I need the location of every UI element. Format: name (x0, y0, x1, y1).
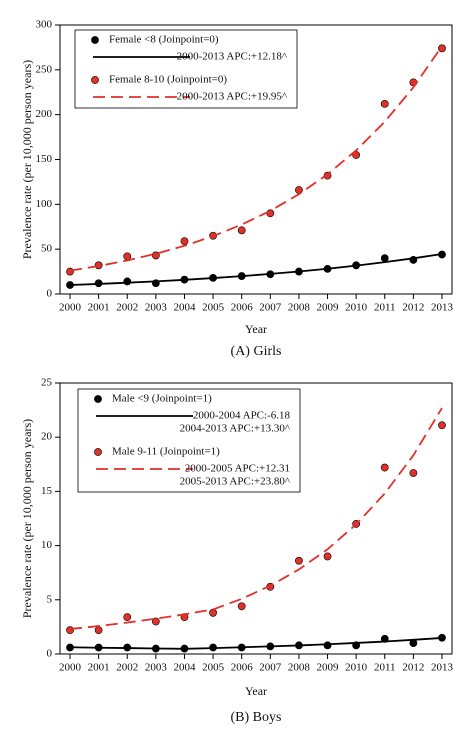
y-tick-label: 20 (41, 431, 53, 443)
data-point (323, 552, 332, 561)
y-tick-label: 150 (36, 153, 53, 165)
legend-marker (94, 448, 102, 456)
caption: (A) Girls (231, 344, 282, 359)
y-tick-label: 300 (36, 19, 53, 31)
y-tick-label: 250 (36, 63, 53, 75)
x-tick-label: 2009 (317, 662, 340, 674)
x-tick-label: 2007 (259, 662, 282, 674)
x-tick-label: 2013 (431, 662, 454, 674)
y-tick-label: 0 (47, 648, 53, 660)
data-point (66, 267, 74, 276)
data-point (123, 277, 132, 286)
legend-label: Male 9-11 (Joinpoint=1) (112, 446, 220, 458)
legend-label: 2005-2013 APC:+23.80^ (180, 476, 291, 488)
data-point (409, 469, 418, 477)
y-axis-label: Prevalence rate (per 10,000 person years… (20, 419, 34, 618)
x-tick-label: 2010 (345, 302, 368, 314)
y-tick-label: 5 (47, 593, 53, 605)
x-tick-label: 2005 (202, 662, 225, 674)
legend-label: Male <9 (Joinpoint=1) (112, 393, 212, 405)
data-point (266, 209, 275, 218)
x-tick-label: 2008 (288, 302, 311, 314)
data-point (66, 626, 74, 635)
fit-line (69, 253, 443, 286)
legend-label: 2000-2013 APC:+12.18^ (177, 51, 288, 63)
x-tick-label: 2011 (374, 302, 396, 314)
y-tick-label: 25 (41, 377, 53, 389)
legend-marker (91, 36, 99, 44)
x-tick-label: 2004 (173, 302, 196, 314)
data-point (438, 44, 446, 53)
legend-marker (94, 395, 102, 403)
y-tick-label: 100 (36, 198, 53, 210)
data-point (380, 254, 389, 263)
x-tick-label: 2006 (231, 302, 254, 314)
data-point (123, 613, 132, 622)
x-tick-label: 2012 (402, 662, 424, 674)
y-tick-label: 15 (41, 485, 53, 497)
fit-line (69, 45, 443, 272)
x-tick-label: 2001 (88, 302, 110, 314)
y-tick-label: 10 (41, 539, 53, 551)
data-point (323, 641, 332, 650)
legend-label: Female 8-10 (Joinpoint=0) (109, 74, 227, 86)
fit-line (69, 407, 443, 630)
x-axis-label: Year (245, 684, 267, 698)
x-axis-label: Year (245, 322, 267, 336)
plot-frame (59, 382, 453, 655)
x-tick-label: 2002 (116, 662, 138, 674)
x-tick-label: 2001 (88, 662, 110, 674)
y-tick-label: 200 (36, 108, 53, 120)
data-point (295, 186, 303, 194)
x-tick-label: 2000 (59, 662, 82, 674)
y-tick-label: 0 (47, 288, 53, 300)
x-tick-label: 2008 (288, 662, 311, 674)
legend-box (77, 388, 301, 493)
legend-marker (91, 76, 99, 84)
x-tick-label: 2002 (116, 302, 138, 314)
legend-label: 2000-2005 APC:+12.31 (185, 463, 290, 475)
data-point (295, 556, 303, 565)
x-tick-label: 2009 (317, 302, 340, 314)
x-tick-label: 2005 (202, 302, 225, 314)
x-tick-label: 2004 (173, 662, 196, 674)
data-point (237, 226, 246, 235)
data-point (237, 602, 246, 611)
legend-box (74, 29, 298, 109)
legend-label: 2004-2013 APC:+13.30^ (180, 423, 291, 435)
y-tick-label: 50 (41, 243, 53, 255)
data-point (438, 421, 446, 430)
x-tick-label: 2007 (259, 302, 282, 314)
data-point (94, 626, 103, 635)
x-tick-label: 2006 (231, 662, 254, 674)
data-point (180, 237, 189, 245)
data-point (151, 617, 160, 626)
fit-line (70, 637, 443, 650)
x-tick-label: 2012 (402, 302, 424, 314)
x-tick-label: 2011 (374, 662, 396, 674)
data-point (380, 463, 389, 472)
caption: (B) Boys (231, 710, 282, 725)
x-tick-label: 2000 (59, 302, 82, 314)
x-tick-label: 2010 (345, 662, 368, 674)
data-point (123, 252, 132, 261)
legend-label: 2000-2013 APC:+19.95^ (177, 91, 288, 103)
x-tick-label: 2003 (145, 302, 168, 314)
legend-label: Female <8 (Joinpoint=0) (109, 34, 219, 46)
x-tick-label: 2013 (431, 302, 454, 314)
legend-label: 2000-2004 APC:-6.18 (193, 410, 291, 422)
x-tick-label: 2003 (145, 662, 168, 674)
data-point (380, 100, 389, 108)
y-axis-label: Prevalence rate (per 10,000 person years… (20, 60, 34, 259)
